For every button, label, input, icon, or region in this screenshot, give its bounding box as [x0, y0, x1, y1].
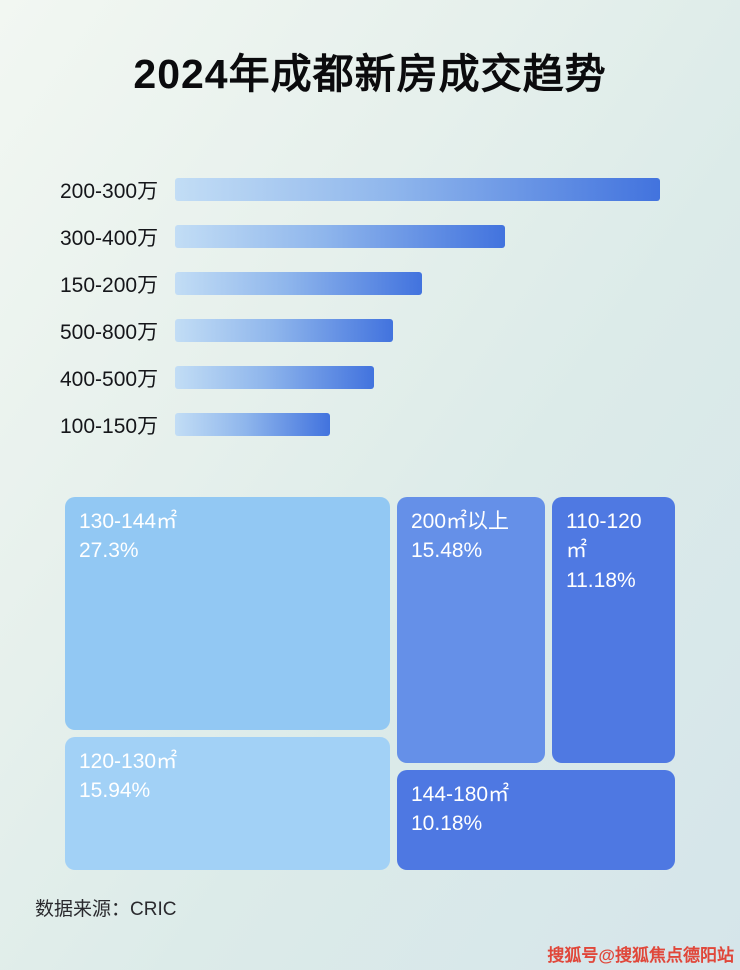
bar-track [175, 178, 660, 201]
bar-fill [175, 319, 394, 342]
treemap-right-top-row: 200㎡以上 15.48% 110-120㎡ 11.18% [397, 497, 675, 763]
bar-fill [175, 366, 374, 389]
bar-label: 300-400万 [60, 226, 159, 250]
bar-track [175, 272, 660, 295]
treemap-block-label: 110-120㎡ [566, 510, 642, 563]
treemap-block-pct: 11.18% [566, 568, 636, 592]
bar-row: 400-500万 [60, 366, 680, 391]
bar-label: 150-200万 [60, 273, 159, 297]
treemap-block-pct: 15.94% [79, 779, 151, 803]
bar-row: 500-800万 [60, 319, 680, 344]
bar-row: 300-400万 [60, 225, 680, 250]
bar-row: 100-150万 [60, 413, 680, 438]
bar-track [175, 225, 660, 248]
treemap-block-label: 130-144㎡ [79, 510, 178, 533]
bar-label: 500-800万 [60, 320, 159, 344]
bar-track [175, 366, 660, 389]
bar-fill [175, 178, 660, 201]
bar-track [175, 413, 660, 436]
treemap-block-label: 200㎡以上 [411, 510, 510, 533]
treemap-right-column: 200㎡以上 15.48% 110-120㎡ 11.18% 144-180㎡ 1… [397, 497, 675, 870]
treemap-block-pct: 27.3% [79, 539, 139, 563]
treemap-block-pct: 15.48% [411, 539, 483, 563]
bar-fill [175, 413, 331, 436]
price-band-bar-chart: 200-300万 300-400万 150-200万 500-800万 400-… [60, 178, 680, 438]
treemap-block-label: 120-130㎡ [79, 750, 178, 773]
bar-label: 100-150万 [60, 414, 159, 438]
treemap-left-column: 130-144㎡ 27.3% 120-130㎡ 15.94% [65, 497, 390, 870]
page-title: 2024年成都新房成交趋势 [133, 51, 607, 97]
treemap-block: 130-144㎡ 27.3% [65, 497, 390, 730]
bar-fill [175, 225, 505, 248]
watermark-text: 搜狐号@搜狐焦点德阳站 [547, 946, 734, 965]
bar-fill [175, 272, 423, 295]
bar-row: 150-200万 [60, 272, 680, 297]
treemap-block: 144-180㎡ 10.18% [397, 770, 675, 870]
treemap-block: 110-120㎡ 11.18% [552, 497, 675, 763]
bar-row: 200-300万 [60, 178, 680, 203]
area-size-treemap: 130-144㎡ 27.3% 120-130㎡ 15.94% 200㎡以上 15… [65, 497, 675, 870]
bar-track [175, 319, 660, 342]
treemap-block-pct: 10.18% [411, 812, 483, 836]
bar-label: 200-300万 [60, 179, 159, 203]
data-source-note: 数据来源：CRIC [35, 899, 177, 920]
treemap-block: 120-130㎡ 15.94% [65, 737, 390, 870]
bar-label: 400-500万 [60, 367, 159, 391]
treemap-block: 200㎡以上 15.48% [397, 497, 545, 763]
treemap-block-label: 144-180㎡ [411, 783, 510, 806]
